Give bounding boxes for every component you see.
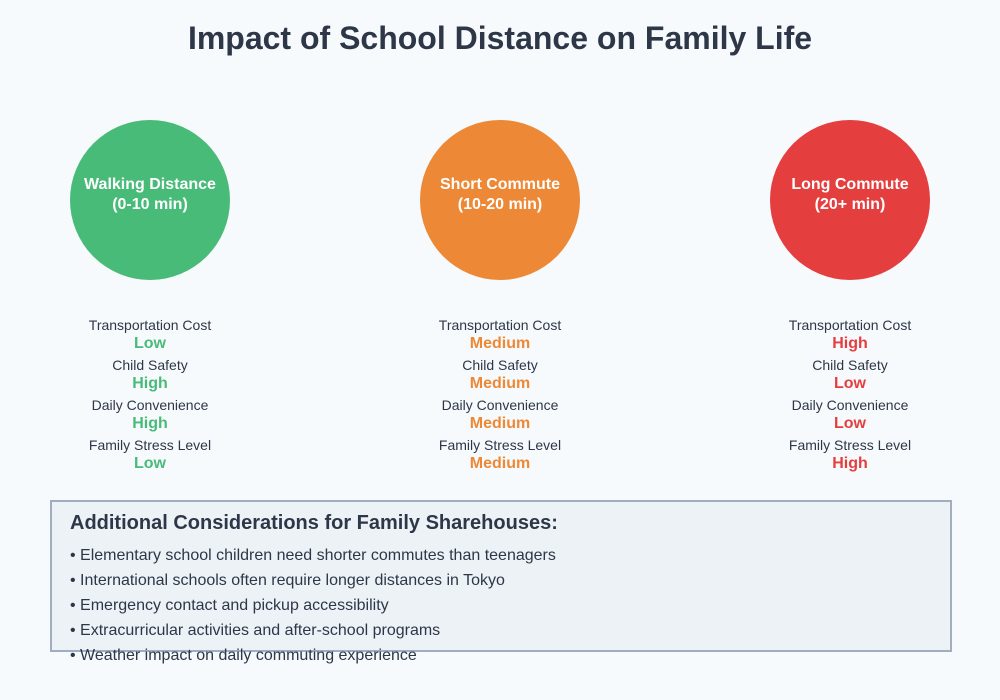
metric-label: Family Stress Level	[788, 437, 912, 453]
category-circle: Short Commute (10-20 min)	[420, 120, 580, 280]
metric-family-stress: Family Stress Level High	[700, 436, 1000, 476]
metric-label: Family Stress Level	[438, 437, 562, 453]
metric-label: Daily Convenience	[791, 397, 909, 413]
category-name: Walking Distance	[84, 176, 216, 193]
list-item: • Elementary school children need shorte…	[70, 547, 556, 564]
metric-value: High	[832, 335, 868, 352]
metric-label: Child Safety	[462, 357, 538, 373]
metric-child-safety: Child Safety Medium	[350, 356, 650, 396]
metric-value: High	[132, 375, 168, 392]
metric-daily-convenience: Daily Convenience High	[0, 396, 300, 436]
list-item: • Extracurricular activities and after-s…	[70, 622, 441, 639]
metric-value: Low	[834, 375, 866, 392]
metric-transportation-cost: Transportation Cost Low	[0, 316, 300, 356]
metric-value: High	[132, 415, 168, 432]
metric-label: Family Stress Level	[88, 437, 212, 453]
metric-value: Low	[134, 335, 166, 352]
category-time: (0-10 min)	[112, 196, 188, 213]
category-time: (10-20 min)	[457, 196, 543, 213]
considerations-box	[50, 500, 952, 652]
metric-value: Medium	[469, 415, 531, 432]
metric-value: Low	[834, 415, 866, 432]
metric-value: Medium	[469, 375, 531, 392]
metric-child-safety: Child Safety Low	[700, 356, 1000, 396]
category-name: Long Commute	[791, 176, 909, 193]
metric-daily-convenience: Daily Convenience Low	[700, 396, 1000, 436]
metric-value: Low	[134, 455, 166, 472]
metric-label: Daily Convenience	[91, 397, 209, 413]
category-time: (20+ min)	[814, 196, 886, 213]
page-title: Impact of School Distance on Family Life	[187, 20, 813, 56]
considerations-list: • Elementary school children need shorte…	[70, 543, 556, 668]
list-item: • International schools often require lo…	[70, 572, 505, 589]
metric-label: Transportation Cost	[438, 317, 562, 333]
considerations-title: Additional Considerations for Family Sha…	[70, 512, 558, 534]
list-item: • Weather impact on daily commuting expe…	[70, 647, 417, 664]
category-circle: Long Commute (20+ min)	[770, 120, 930, 280]
category-circle: Walking Distance (0-10 min)	[70, 120, 230, 280]
metric-label: Child Safety	[812, 357, 888, 373]
metric-family-stress: Family Stress Level Low	[0, 436, 300, 476]
metric-value: Medium	[469, 335, 531, 352]
list-item: • Emergency contact and pickup accessibi…	[70, 597, 389, 614]
metric-family-stress: Family Stress Level Medium	[350, 436, 650, 476]
category-name: Short Commute	[440, 176, 560, 193]
metric-label: Child Safety	[112, 357, 188, 373]
metric-label: Transportation Cost	[788, 317, 912, 333]
metric-transportation-cost: Transportation Cost Medium	[350, 316, 650, 356]
metric-child-safety: Child Safety High	[0, 356, 300, 396]
metric-value: Medium	[469, 455, 531, 472]
metric-value: High	[832, 455, 868, 472]
metric-label: Transportation Cost	[88, 317, 212, 333]
metric-label: Daily Convenience	[441, 397, 559, 413]
metric-daily-convenience: Daily Convenience Medium	[350, 396, 650, 436]
metric-transportation-cost: Transportation Cost High	[700, 316, 1000, 356]
